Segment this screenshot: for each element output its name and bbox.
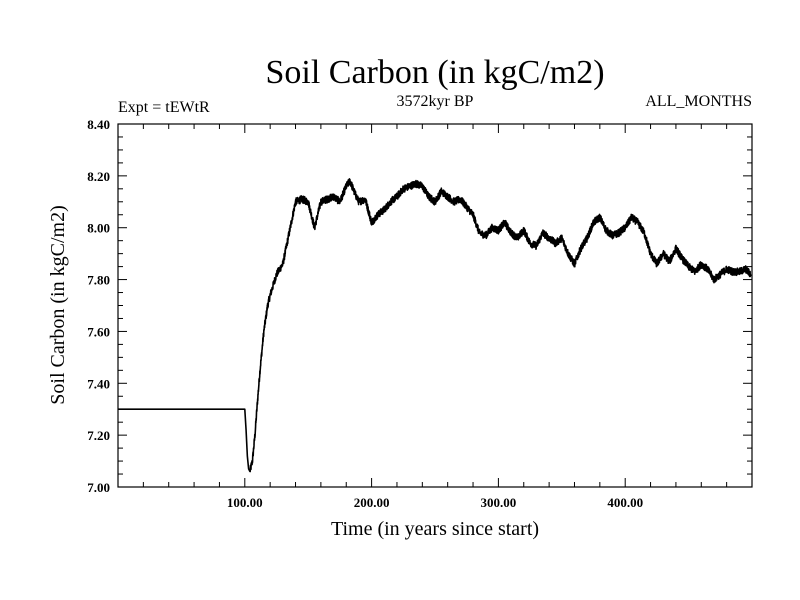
y-tick-label: 7.40 (87, 376, 110, 391)
x-tick-label: 300.00 (481, 495, 517, 510)
x-axis-title: Time (in years since start) (331, 518, 539, 540)
y-tick-label: 8.40 (87, 117, 110, 132)
y-tick-label: 8.00 (87, 221, 110, 236)
chart-title: Soil Carbon (in kgC/m2) (265, 54, 604, 91)
y-tick-label: 7.00 (87, 480, 110, 495)
y-tick-label: 7.60 (87, 324, 110, 339)
subtitle-period: 3572kyr BP (397, 93, 474, 110)
soil-carbon-series-line (117, 178, 752, 473)
y-tick-label: 8.20 (87, 169, 110, 184)
x-tick-label: 400.00 (607, 495, 643, 510)
x-tick-label: 100.00 (227, 495, 263, 510)
subtitle-experiment: Expt = tEWtR (118, 99, 210, 116)
y-axis-title: Soil Carbon (in kgC/m2) (47, 205, 69, 404)
x-axis-ticks: 100.00 200.00 300.00 400.00 (142, 124, 728, 510)
y-axis-ticks: 7.00 7.20 7.40 7.60 7.80 8.00 8.20 8.40 (87, 117, 752, 495)
x-tick-label: 200.00 (354, 495, 390, 510)
y-tick-label: 7.20 (87, 428, 110, 443)
plot-area (117, 123, 753, 488)
y-tick-label: 7.80 (87, 273, 110, 288)
subtitle-months: ALL_MONTHS (645, 93, 752, 110)
